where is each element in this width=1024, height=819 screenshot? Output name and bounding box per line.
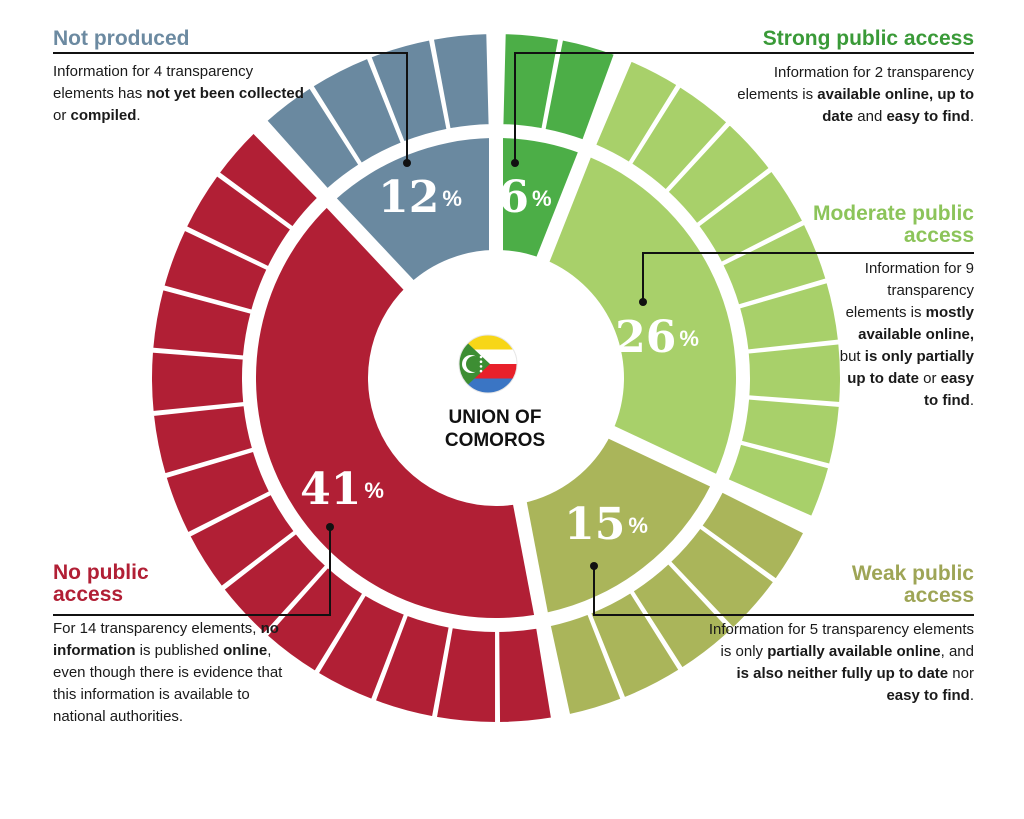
outer-segment-none [151,404,255,476]
slice-none [256,206,537,618]
outer-segment-weak [588,590,681,700]
pct-label-weak: 15% [564,499,648,550]
outer-segment-none [373,613,451,719]
category-desc-moderate: Information for 9 transparency elements … [839,260,974,409]
outer-segment-notproduced [264,86,361,191]
outer-segment-moderate [720,222,828,307]
comoros-flag-icon [458,334,518,394]
slice-separator [534,50,631,268]
leader-none [53,527,331,616]
category-desc-none: For 14 transparency elements, no informa… [53,620,283,725]
leader-dot-moderate [639,298,647,306]
leader-notproduced [53,52,408,163]
category-desc-weak: Information for 5 transparency elements … [708,621,974,704]
category-title-not-produced: Not produced [53,27,190,50]
category-title-weak: Weak public access [851,562,974,607]
country-name-line1: UNION OF [448,407,542,428]
category-desc-strong: Information for 2 transparency elements … [737,64,974,125]
pct-label-notproduced: 12% [378,172,462,223]
slice-strong [498,138,581,259]
pct-label-strong: 6% [498,172,551,223]
category-title-moderate: Moderate public access [812,202,974,247]
outer-segment-none [151,287,253,358]
leader-strong [514,52,974,163]
leader-moderate [642,252,974,302]
pct-label-moderate: 26% [615,312,699,363]
outer-segment-none [162,228,269,312]
leader-weak [593,566,974,616]
outer-segment-none [265,565,365,674]
outer-segment-moderate [737,280,841,352]
outer-segment-moderate [739,397,841,466]
slice-separator [251,118,418,294]
outer-segment-moderate [746,342,842,405]
outer-segment-weak [699,490,806,581]
inner-ring-slices [251,29,815,723]
outer-segment-none [150,350,246,414]
country-name-line2: COMOROS [444,430,546,451]
category-title-strong: Strong public access [762,27,974,50]
outer-segment-none [164,449,272,535]
pct-label-none: 41% [300,464,384,515]
slice-separator [603,423,815,533]
outer-segment-moderate [665,122,772,226]
percentage-labels: 6 % 26 % 15 % 41 % 12% [300,172,699,550]
slice-weak [522,434,712,613]
leader-dot-weak [590,562,598,570]
outer-segment-none [434,625,498,725]
slice-moderate [545,156,736,476]
leader-dot-strong [511,159,519,167]
leader-dot-notproduced [403,159,411,167]
outer-segment-weak [668,526,776,630]
country-name: UNION OF COMOROS [410,406,580,452]
outer-segment-none [221,531,328,636]
outer-segment-moderate [593,59,679,165]
outer-segment-none [184,173,293,269]
category-desc-not-produced: Information for 4 transparency elements … [53,63,304,124]
outer-segment-none [187,492,297,589]
category-title-none: No public access [53,561,149,606]
outer-segment-none [497,626,554,724]
outer-segment-moderate [629,84,729,192]
outer-segment-strong [501,32,561,131]
outer-segment-none [316,593,407,702]
leader-dot-none [326,523,334,531]
outer-segment-notproduced [311,56,404,166]
outer-segment-notproduced [369,38,449,144]
outer-ring-segments [150,32,842,725]
outer-segment-moderate [696,169,805,265]
leader-lines [53,52,974,616]
slice-notproduced [335,138,494,284]
slice-separator [511,496,569,723]
